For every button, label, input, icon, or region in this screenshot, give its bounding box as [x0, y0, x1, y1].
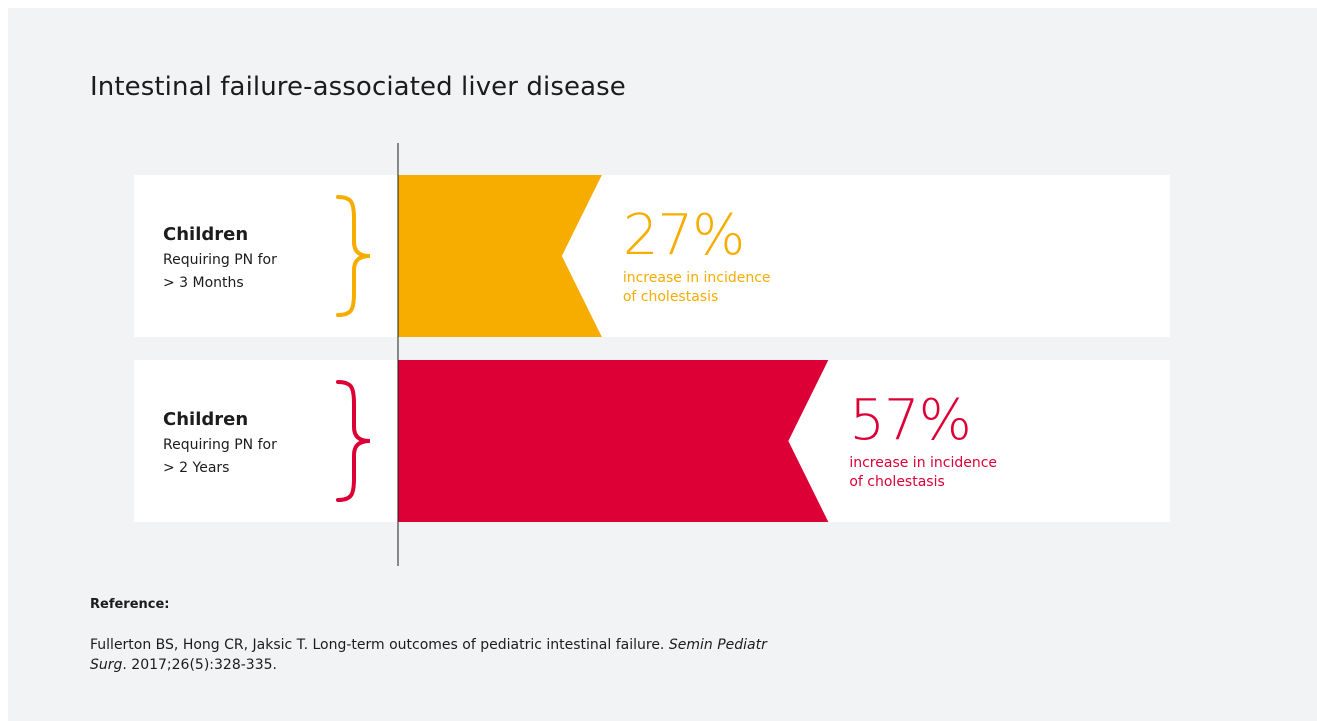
bar: [398, 175, 602, 337]
value-caption: of cholestasis: [623, 289, 718, 305]
category-line: > 2 Years: [163, 460, 229, 476]
category-line: Requiring PN for: [163, 437, 277, 453]
reference-heading: Reference:: [90, 597, 170, 612]
category-brace: [336, 380, 371, 502]
value-label: 27%: [623, 203, 744, 268]
value-caption: increase in incidence: [623, 270, 771, 286]
reference-journal: Semin Pediatr Surg: [90, 637, 767, 673]
category-line: Requiring PN for: [163, 252, 277, 268]
reference-authors: Fullerton BS, Hong CR, Jaksic T. Long-te…: [90, 637, 665, 653]
value-caption: of cholestasis: [849, 474, 944, 490]
chart-title: Intestinal failure-associated liver dise…: [90, 72, 626, 102]
row-background: [134, 175, 1170, 337]
category-line: > 3 Months: [163, 275, 244, 291]
category-heading: Children: [163, 409, 248, 430]
category-brace: [336, 195, 371, 317]
category-heading: Children: [163, 224, 248, 245]
reference-citation: . 2017;26(5):328-335.: [122, 657, 277, 673]
reference-text: Fullerton BS, Hong CR, Jaksic T. Long-te…: [90, 635, 770, 675]
value-label: 57%: [849, 388, 970, 453]
bar: [398, 360, 829, 522]
value-caption: increase in incidence: [849, 455, 997, 471]
